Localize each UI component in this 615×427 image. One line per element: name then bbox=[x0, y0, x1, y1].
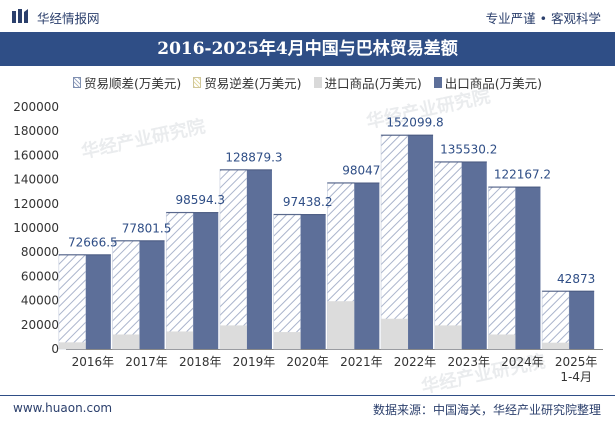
import-bar bbox=[434, 325, 462, 349]
site-name: 华经情报网 bbox=[37, 11, 100, 26]
export-bar bbox=[408, 134, 434, 349]
legend-swatch-export bbox=[433, 76, 442, 88]
import-bar bbox=[327, 301, 355, 349]
header-bar: 华经情报网 专业严谨 • 客观科学 bbox=[0, 0, 615, 32]
footer-source: 数据来源：中国海关，华经产业研究院整理 bbox=[372, 403, 601, 417]
footer-divider bbox=[0, 395, 615, 396]
x-tick-label: 2017年 bbox=[125, 355, 168, 369]
y-tick-label: 80000 bbox=[21, 245, 59, 259]
x-tick-label: 2019年 bbox=[233, 355, 276, 369]
surplus-bar bbox=[112, 240, 140, 350]
import-bar bbox=[542, 342, 570, 349]
import-bar bbox=[166, 331, 194, 349]
surplus-bar bbox=[380, 134, 409, 350]
import-bar bbox=[219, 325, 247, 349]
export-bar bbox=[354, 182, 380, 349]
legend-item-import: 进口商品(万美元) bbox=[313, 73, 422, 92]
legend-swatch-surplus bbox=[72, 76, 81, 88]
y-tick-label: 0 bbox=[51, 342, 59, 356]
chart-title: 2016-2025年4月中国与巴林贸易差额 bbox=[157, 39, 458, 59]
title-bar: 2016-2025年4月中国与巴林贸易差额 bbox=[0, 32, 615, 66]
legend-item-export: 出口商品(万美元) bbox=[433, 73, 543, 92]
surplus-bar bbox=[273, 213, 301, 350]
import-bar bbox=[112, 334, 140, 349]
surplus-data-label: 98594.3 bbox=[175, 193, 225, 207]
y-tick-label: 140000 bbox=[13, 173, 59, 187]
tagline: 专业严谨 • 客观科学 bbox=[485, 11, 601, 26]
legend-swatch-deficit bbox=[193, 76, 202, 88]
y-tick-label: 200000 bbox=[13, 100, 59, 114]
logo-icon bbox=[12, 9, 28, 23]
surplus-bar bbox=[165, 211, 194, 350]
surplus-bar bbox=[434, 161, 463, 350]
legend-label-surplus: 贸易顺差(万美元) bbox=[83, 75, 182, 91]
surplus-data-label: 128879.3 bbox=[225, 150, 282, 164]
surplus-bar bbox=[541, 290, 570, 350]
surplus-data-label: 135530.2 bbox=[440, 142, 497, 156]
export-bar bbox=[139, 240, 165, 349]
y-tick-label: 120000 bbox=[13, 197, 59, 211]
legend-item-deficit: 贸易逆差(万美元) bbox=[193, 73, 302, 92]
surplus-bar bbox=[488, 186, 516, 350]
surplus-data-label: 122167.2 bbox=[494, 168, 551, 182]
export-bar bbox=[461, 161, 487, 349]
x-tick-label: 2025年 bbox=[555, 355, 598, 369]
surplus-data-label: 98047 bbox=[342, 164, 380, 178]
export-bar bbox=[569, 290, 595, 349]
legend-label-deficit: 贸易逆差(万美元) bbox=[204, 75, 302, 91]
y-tick-label: 160000 bbox=[13, 148, 59, 162]
export-bar bbox=[515, 186, 541, 349]
x-tick-label: 1-4月 bbox=[560, 370, 592, 384]
import-bar bbox=[273, 332, 301, 349]
export-bar bbox=[246, 169, 272, 349]
x-tick-label: 2018年 bbox=[179, 355, 222, 369]
x-tick-label: 2021年 bbox=[340, 355, 383, 369]
surplus-bar bbox=[58, 254, 87, 350]
surplus-data-label: 42873 bbox=[557, 272, 595, 286]
y-tick-label: 180000 bbox=[13, 124, 59, 138]
legend-swatch-import bbox=[313, 76, 322, 88]
legend-label-export: 出口商品(万美元) bbox=[444, 75, 543, 91]
x-tick-label: 2022年 bbox=[394, 355, 437, 369]
footer-website: www.huaon.com bbox=[13, 401, 113, 415]
surplus-data-label: 72666.5 bbox=[68, 235, 118, 249]
import-bar bbox=[488, 334, 516, 349]
export-bar bbox=[193, 212, 219, 349]
y-tick-label: 20000 bbox=[21, 318, 59, 332]
y-tick-label: 100000 bbox=[13, 221, 59, 235]
x-tick-label: 2024年 bbox=[501, 355, 544, 369]
x-tick-label: 2020年 bbox=[286, 355, 329, 369]
legend-label-import: 进口商品(万美元) bbox=[324, 75, 422, 91]
import-bar bbox=[58, 342, 86, 349]
legend-item-surplus: 贸易顺差(万美元) bbox=[72, 73, 182, 92]
surplus-data-label: 97438.2 bbox=[283, 195, 333, 209]
import-bar bbox=[381, 318, 409, 349]
x-tick-label: 2016年 bbox=[72, 355, 115, 369]
y-tick-label: 40000 bbox=[21, 294, 59, 308]
chart-legend: 贸易顺差(万美元) 贸易逆差(万美元) 进口商品(万美元) 出口商品(万美元) bbox=[0, 73, 615, 91]
x-tick-label: 2023年 bbox=[447, 355, 490, 369]
y-tick-label: 60000 bbox=[21, 269, 59, 283]
surplus-data-label: 77801.5 bbox=[122, 221, 172, 235]
export-bar bbox=[300, 214, 326, 349]
surplus-data-label: 152099.8 bbox=[386, 116, 443, 130]
export-bar bbox=[85, 254, 111, 349]
